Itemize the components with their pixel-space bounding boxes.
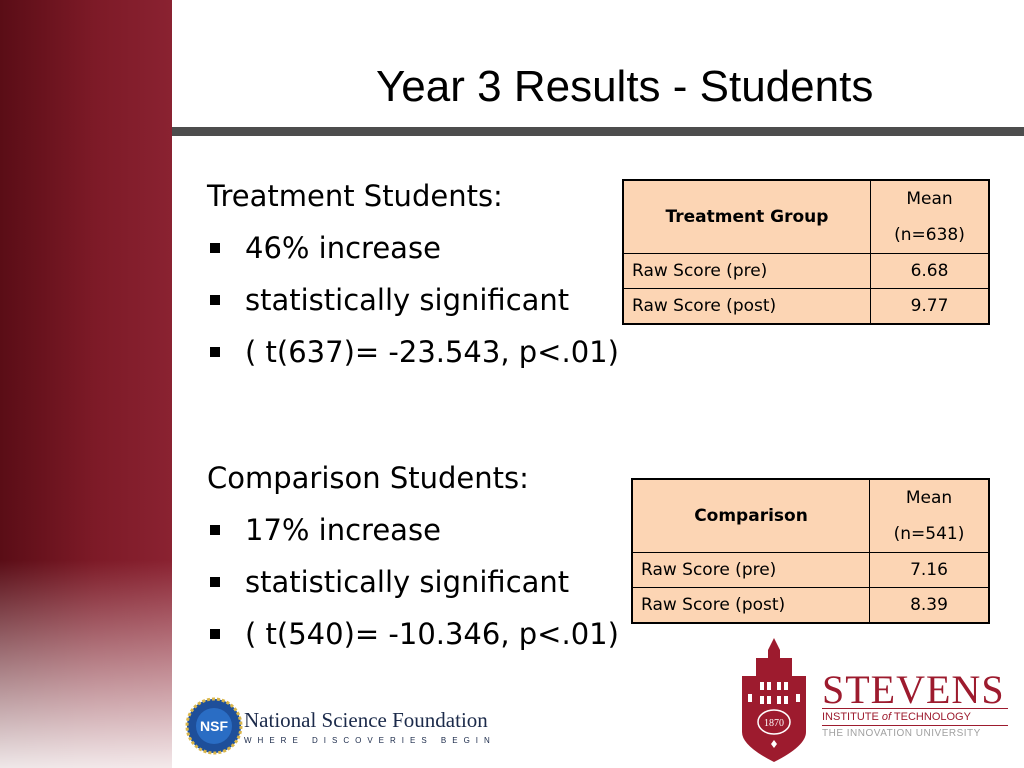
row-value: 9.77: [870, 288, 990, 324]
mean-header: Mean (n=638): [870, 179, 990, 254]
table-header-row: Comparison Mean (n=541): [631, 478, 990, 553]
bullet-text: 46% increase: [245, 231, 441, 265]
bullet-text: statistically significant: [245, 283, 570, 317]
list-item: 46% increase: [207, 222, 647, 274]
row-value: 8.39: [869, 587, 990, 623]
stevens-tagline: THE INNOVATION UNIVERSITY: [822, 728, 981, 739]
table-row: Raw Score (pre) 6.68: [622, 253, 990, 289]
row-label: Raw Score (pre): [631, 552, 870, 588]
nsf-name: National Science Foundation: [244, 708, 488, 732]
square-bullet-icon: [210, 629, 220, 639]
nsf-logo: NSF National Science Foundation WHERE DI…: [180, 690, 500, 760]
stevens-subtitle: INSTITUTE of TECHNOLOGY: [822, 711, 971, 723]
stevens-rule-bottom: [822, 725, 1008, 726]
treatment-bullets: 46% increase statistically significant (…: [207, 222, 647, 378]
bullet-text: statistically significant: [245, 565, 570, 599]
row-label: Raw Score (post): [631, 587, 870, 623]
bullet-text: 17% increase: [245, 513, 441, 547]
mean-label: Mean: [905, 488, 953, 508]
bullet-text: ( t(637)= -23.543, p<.01): [245, 335, 619, 369]
comparison-bullets: 17% increase statistically significant (…: [207, 504, 647, 660]
nsf-tagline: WHERE DISCOVERIES BEGIN: [244, 736, 496, 745]
mean-header: Mean (n=541): [869, 478, 990, 553]
table-row: Raw Score (post) 8.39: [631, 587, 990, 623]
bullet-text: ( t(540)= -10.346, p<.01): [245, 617, 619, 651]
square-bullet-icon: [210, 577, 220, 587]
nsf-seal-text: NSF: [200, 718, 228, 734]
stevens-shield-icon: 1870: [742, 638, 806, 762]
comparison-group-header: Comparison: [631, 478, 870, 553]
row-value: 6.68: [870, 253, 990, 289]
table-row: Raw Score (post) 9.77: [622, 288, 990, 324]
stevens-subtitle-of: of: [881, 711, 892, 723]
treatment-table: Treatment Group Mean (n=638) Raw Score (…: [622, 179, 990, 325]
row-label: Raw Score (pre): [622, 253, 871, 289]
square-bullet-icon: [210, 347, 220, 357]
list-item: statistically significant: [207, 556, 647, 608]
comparison-heading: Comparison Students:: [207, 461, 529, 495]
sidebar-fade: [0, 560, 172, 768]
sample-size-label: (n=638): [894, 225, 965, 245]
treatment-section: Treatment Students: 46% increase statist…: [207, 170, 647, 378]
comparison-table: Comparison Mean (n=541) Raw Score (pre) …: [631, 478, 990, 624]
mean-label: Mean: [906, 189, 953, 209]
stevens-logo: 1870 STEVENS INSTITUTE of TECHNOLOGY THE…: [736, 636, 1024, 768]
table-row: Raw Score (pre) 7.16: [631, 552, 990, 588]
list-item: 17% increase: [207, 504, 647, 556]
stevens-subtitle-post: TECHNOLOGY: [891, 711, 971, 723]
list-item: statistically significant: [207, 274, 647, 326]
sample-size-label: (n=541): [893, 524, 965, 544]
stevens-seal-year: 1870: [764, 718, 784, 729]
stevens-subtitle-pre: INSTITUTE: [822, 711, 882, 723]
treatment-group-header: Treatment Group: [622, 179, 871, 254]
stevens-name: STEVENS: [822, 667, 1005, 712]
treatment-heading: Treatment Students:: [207, 179, 503, 213]
nsf-seal-icon: NSF: [185, 697, 243, 755]
table-header-row: Treatment Group Mean (n=638): [622, 179, 990, 254]
square-bullet-icon: [210, 525, 220, 535]
square-bullet-icon: [210, 243, 220, 253]
list-item: ( t(637)= -23.543, p<.01): [207, 326, 647, 378]
stevens-rule-top: [822, 708, 1008, 709]
row-value: 7.16: [869, 552, 990, 588]
slide-title: Year 3 Results - Students: [376, 62, 874, 111]
list-item: ( t(540)= -10.346, p<.01): [207, 608, 647, 660]
row-label: Raw Score (post): [622, 288, 871, 324]
title-divider: [172, 127, 1024, 136]
square-bullet-icon: [210, 295, 220, 305]
comparison-section: Comparison Students: 17% increase statis…: [207, 452, 647, 660]
